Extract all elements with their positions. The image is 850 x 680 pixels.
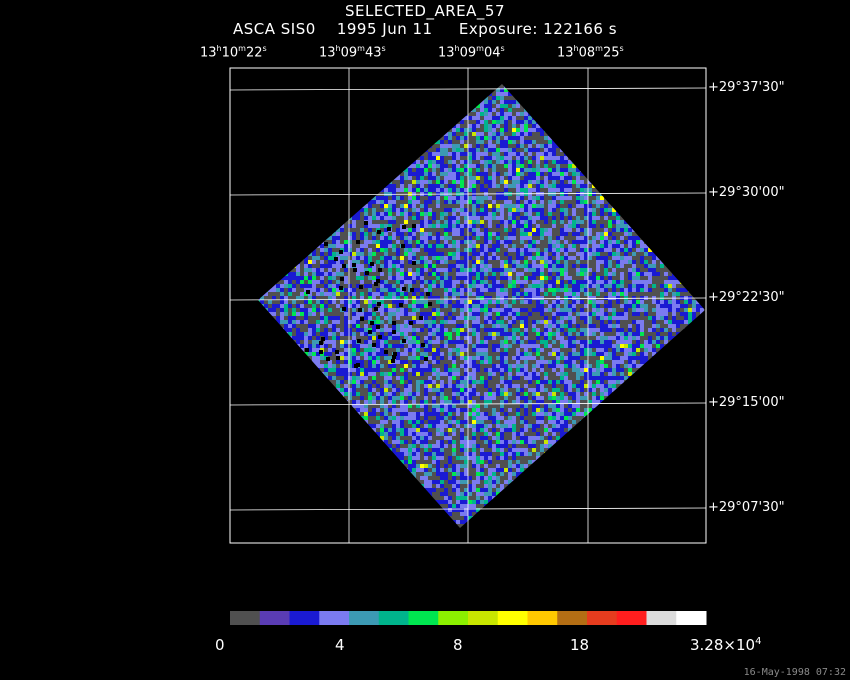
observation-info: ASCA SIS0 1995 Jun 11 Exposure: 122166 s — [0, 20, 850, 38]
colorbar-swatch — [497, 611, 528, 625]
dec-label-3: +29°22'30" — [708, 290, 785, 305]
ra-label-2: 13h09m43s — [319, 44, 386, 61]
colorbar-swatch — [468, 611, 499, 625]
colorbar-swatch — [319, 611, 350, 625]
colorbar-swatch — [587, 611, 618, 625]
ra-label-1: 13h10m22s — [200, 44, 267, 61]
instrument-label: ASCA SIS0 — [232, 20, 316, 38]
dec-label-5: +29°07'30" — [708, 500, 785, 515]
exposure-label: Exposure: 122166 s — [458, 20, 618, 38]
colorbar-swatch — [646, 611, 677, 625]
colorbar-swatch — [259, 611, 290, 625]
colorbar-swatch — [349, 611, 380, 625]
image-title: SELECTED_AREA_57 — [344, 2, 505, 20]
colorbar-label-18: 18 — [570, 636, 590, 654]
ra-label-4: 13h08m25s — [557, 44, 624, 61]
colorbar-swatch — [438, 611, 469, 625]
date-label: 1995 Jun 11 — [336, 20, 433, 38]
colorbar-label-max: 3.28×104 — [690, 636, 762, 654]
x-ray-image-diamond — [258, 84, 705, 528]
colorbar-swatch — [230, 611, 261, 625]
colorbar-swatch — [616, 611, 647, 625]
coordinate-grid — [229, 68, 707, 543]
colorbar-swatch — [289, 611, 320, 625]
colorbar — [230, 611, 707, 625]
dec-label-4: +29°15'00" — [708, 395, 785, 410]
dec-label-2: +29°30'00" — [708, 185, 785, 200]
timestamp: 16-May-1998 07:32 — [743, 667, 846, 678]
colorbar-label-4: 4 — [335, 636, 345, 654]
colorbar-label-8: 8 — [453, 636, 463, 654]
colorbar-swatch — [676, 611, 707, 625]
ra-label-3: 13h09m04s — [438, 44, 505, 61]
colorbar-label-0: 0 — [215, 636, 225, 654]
dec-label-1: +29°37'30" — [708, 80, 785, 95]
colorbar-swatch — [527, 611, 558, 625]
colorbar-swatch — [557, 611, 588, 625]
colorbar-swatch — [408, 611, 439, 625]
colorbar-swatch — [378, 611, 409, 625]
